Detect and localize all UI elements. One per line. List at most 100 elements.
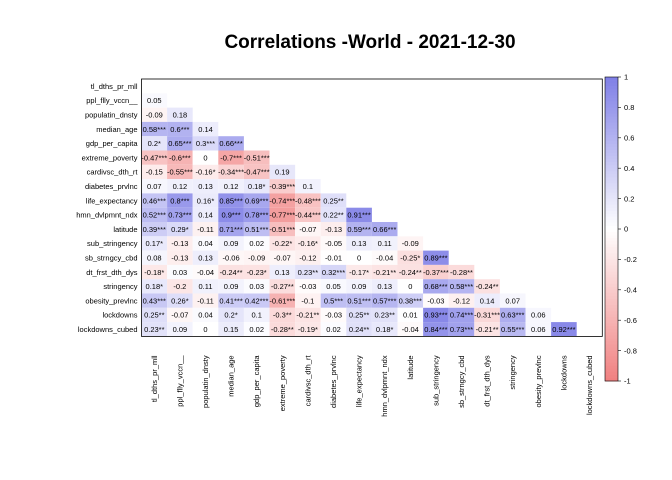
cell-label: -0.47*** <box>141 153 167 162</box>
cell-label: 0.58*** <box>450 282 473 291</box>
colorbar-segment <box>605 174 618 178</box>
cell-label: -0.11 <box>197 225 214 234</box>
cell-label: -0.18* <box>144 268 164 277</box>
column-label: dt_frst_dth_dys <box>483 355 492 407</box>
cell-label: 0.09 <box>173 325 188 334</box>
colorbar-segment <box>605 323 618 327</box>
cell-label: 0.09 <box>352 282 367 291</box>
heatmap-cell <box>346 222 372 237</box>
cell-label: 0.18 <box>173 110 188 119</box>
heatmap-cell <box>320 207 347 222</box>
cell-label: -0.19* <box>298 325 318 334</box>
colorbar-segment <box>605 186 618 190</box>
cell-label: 0.25** <box>349 311 370 320</box>
cell-label: -0.2 <box>173 282 186 291</box>
heatmap-cell <box>167 264 193 280</box>
heatmap-cell <box>397 264 424 280</box>
colorbar-segment <box>605 162 618 166</box>
colorbar-segment <box>605 305 618 309</box>
colorbar-segment <box>605 301 618 306</box>
colorbar-segment <box>605 295 618 300</box>
heatmap-cell <box>474 307 500 323</box>
heatmap-cell <box>141 136 168 151</box>
heatmap-cell <box>346 293 372 308</box>
cell-label: 0.06 <box>531 325 546 334</box>
heatmap-cell <box>218 279 244 294</box>
column-label: gdp_per_capita <box>252 355 261 408</box>
colorbar-segment <box>605 168 618 172</box>
heatmap-cell <box>167 193 193 208</box>
cell-label: -0.27** <box>271 282 294 291</box>
colorbar-segment <box>605 140 618 145</box>
cell-label: -0.17* <box>349 268 369 277</box>
colorbar-segment <box>605 341 618 345</box>
heatmap-cell <box>474 293 500 308</box>
colorbar-tick-label: -1 <box>624 377 631 386</box>
heatmap-cell <box>141 164 168 180</box>
heatmap-cell <box>243 279 270 294</box>
cell-label: 0.11 <box>378 239 392 248</box>
heatmap-cell <box>192 279 219 294</box>
heatmap-cell <box>371 279 398 294</box>
heatmap-cell <box>167 107 193 122</box>
colorbar-segment <box>605 338 618 342</box>
colorbar-segment <box>605 116 618 120</box>
heatmap-cell <box>346 250 372 265</box>
cell-label: -0.74*** <box>269 196 295 205</box>
cell-label: 0.12 <box>173 182 188 191</box>
column-label: populatin_dnsty <box>201 355 210 408</box>
heatmap-cell <box>320 322 347 337</box>
cell-label: 0.05 <box>326 282 341 291</box>
cell-label: -0.06 <box>223 253 240 262</box>
colorbar-segment <box>605 244 618 248</box>
colorbar-segment <box>605 335 618 339</box>
heatmap-cell <box>397 322 424 337</box>
cell-label: 0.59*** <box>347 225 370 234</box>
heatmap-cell <box>243 293 270 308</box>
cell-label: 0.14 <box>198 211 213 220</box>
heatmap-cell <box>320 193 347 208</box>
cell-label: 0.18* <box>248 182 266 191</box>
heatmap-cell <box>320 236 347 251</box>
row-label: latitude <box>113 225 137 234</box>
cell-label: 0.92*** <box>552 325 575 334</box>
cell-label: -0.05 <box>325 239 342 248</box>
heatmap-cell <box>525 322 552 337</box>
row-label: sub_stringency <box>87 239 138 248</box>
cell-label: -0.24** <box>476 282 499 291</box>
heatmap-cell <box>218 150 244 165</box>
colorbar-segment <box>605 183 618 187</box>
heatmap-cell <box>320 279 347 294</box>
cell-label: -0.12 <box>299 253 316 262</box>
colorbar-segment <box>605 89 618 93</box>
heatmap-cell <box>243 179 270 194</box>
heatmap-cell <box>218 307 244 323</box>
cell-label: -0.55*** <box>167 168 193 177</box>
colorbar-segment <box>605 365 618 370</box>
cell-label: 0.66*** <box>219 139 242 148</box>
colorbar-segment <box>605 350 618 355</box>
heatmap-cell <box>295 279 321 294</box>
column-label: stringency <box>508 355 517 389</box>
row-label: lockdowns <box>102 311 137 320</box>
cell-label: -0.15 <box>146 168 163 177</box>
heatmap-cell <box>269 179 296 194</box>
colorbar-segment <box>605 222 618 227</box>
heatmap-cell <box>218 236 244 251</box>
row-label: hmn_dvlpmnt_ndx <box>76 211 138 220</box>
row-label: ppl_flly_vccn__ <box>86 96 138 105</box>
heatmap-cell <box>320 250 347 265</box>
row-label: dt_frst_dth_dys <box>86 268 138 277</box>
cell-label: -0.07 <box>274 253 291 262</box>
heatmap-cell <box>243 236 270 251</box>
cell-label: 0.2* <box>224 311 237 320</box>
column-label: diabetes_prvlnc <box>329 355 338 408</box>
cell-label: 0.06 <box>531 311 546 320</box>
cell-label: -0.47*** <box>244 168 270 177</box>
colorbar-segment <box>605 317 618 321</box>
heatmap-cell <box>346 279 372 294</box>
colorbar-segment <box>605 329 618 333</box>
cell-label: 0.51*** <box>245 225 268 234</box>
heatmap-cell <box>218 207 244 222</box>
cell-label: -0.11 <box>197 296 214 305</box>
